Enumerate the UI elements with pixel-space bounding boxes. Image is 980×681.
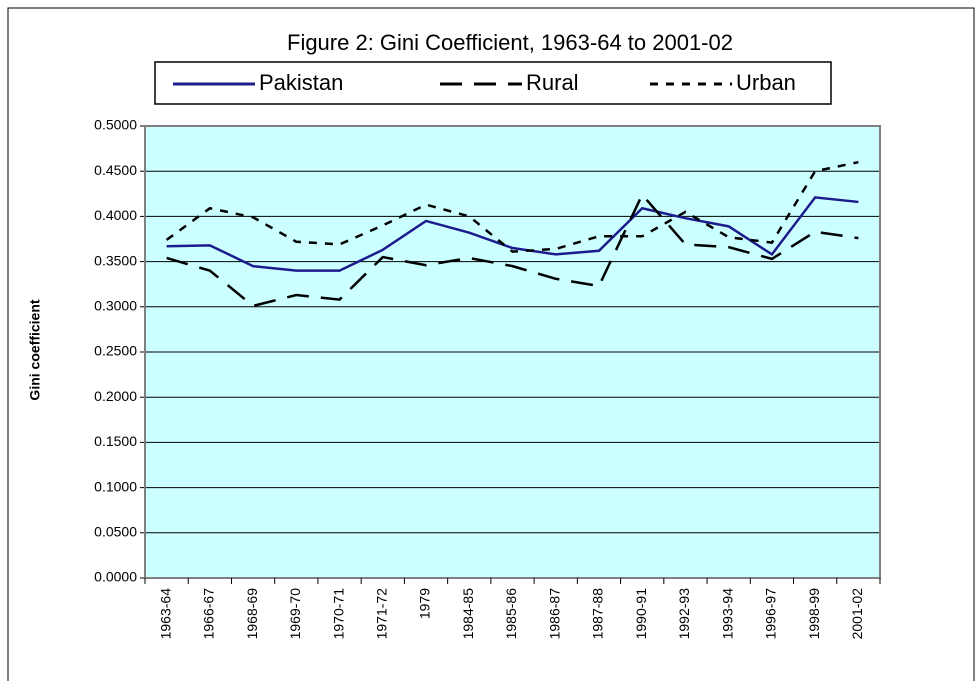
legend-label: Rural (526, 70, 579, 95)
y-tick-label: 0.3000 (94, 298, 137, 314)
y-tick-label: 0.5000 (94, 117, 137, 133)
chart-title: Figure 2: Gini Coefficient, 1963-64 to 2… (287, 30, 733, 55)
x-tick-label: 1990-91 (633, 588, 649, 640)
y-tick-label: 0.1500 (94, 433, 137, 449)
y-tick-label: 0.0000 (94, 569, 137, 585)
x-tick-label: 1992-93 (676, 588, 692, 640)
x-tick-label: 1996-97 (763, 588, 779, 640)
x-tick-label: 1987-88 (590, 588, 606, 640)
series-line (166, 196, 859, 272)
y-tick-label: 0.2500 (94, 343, 137, 359)
x-tick-label: 2001-02 (849, 588, 865, 640)
x-tick-label: 1985-86 (503, 588, 519, 640)
x-tick-label: 1969-70 (287, 588, 303, 640)
x-tick-label: 1986-87 (546, 588, 562, 640)
x-tick-label: 1979 (417, 588, 433, 619)
y-tick-label: 0.0500 (94, 524, 137, 540)
x-tick-label: 1963-64 (157, 588, 173, 640)
series-line (165, 160, 859, 253)
y-axis-label: Gini coefficient (27, 299, 43, 400)
x-tick-label: 1971-72 (373, 588, 389, 640)
x-tick-label: 1968-69 (244, 588, 260, 640)
x-tick-label: 1966-67 (201, 588, 217, 640)
series-line (166, 192, 859, 308)
y-tick-label: 0.2000 (94, 388, 137, 404)
x-tick-label: 1970-71 (330, 588, 346, 640)
x-tick-label: 1998-99 (806, 588, 822, 640)
legend-label: Pakistan (259, 70, 343, 95)
y-tick-label: 0.4500 (94, 162, 137, 178)
y-tick-label: 0.3500 (94, 252, 137, 268)
legend-label: Urban (736, 70, 796, 95)
plot-border (144, 125, 881, 579)
x-tick-label: 1993-94 (719, 588, 735, 640)
y-tick-label: 0.4000 (94, 207, 137, 223)
x-tick-label: 1984-85 (460, 588, 476, 640)
y-tick-label: 0.1000 (94, 478, 137, 494)
